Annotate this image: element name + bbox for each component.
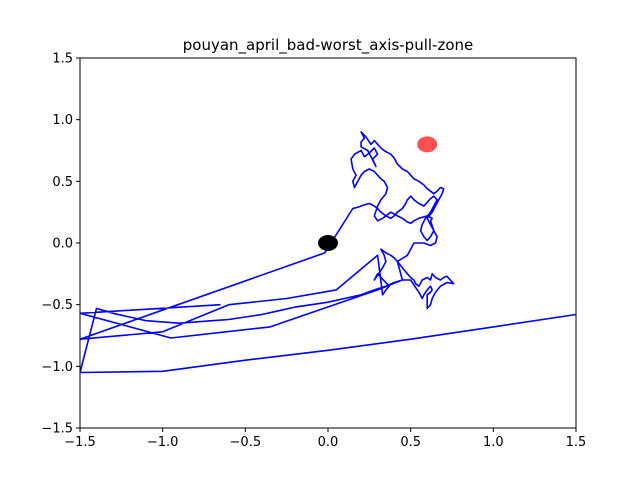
origin-marker	[318, 235, 338, 251]
x-tick-label: 1.0	[483, 435, 504, 450]
x-tick-label: −1.5	[64, 435, 96, 450]
y-tick-label: −1.0	[41, 360, 73, 375]
y-tick-label: 0.0	[52, 237, 73, 252]
x-tick-label: 0.5	[400, 435, 421, 450]
x-axis: −1.5 −1.0 −0.5 0.0 0.5 1.0 1.5	[64, 428, 586, 450]
series-layer	[80, 131, 576, 374]
y-tick-label: −1.5	[41, 422, 73, 437]
y-axis: −1.5 −1.0 −0.5 0.0 0.5 1.0 1.5	[41, 52, 80, 437]
marker-layer	[318, 136, 438, 251]
y-tick-label: 0.5	[52, 175, 73, 190]
x-tick-label: 0.0	[318, 435, 339, 450]
x-tick-label: 1.5	[566, 435, 587, 450]
chart-title: pouyan_april_bad-worst_axis-pull-zone	[183, 36, 473, 55]
x-tick-label: −0.5	[230, 435, 262, 450]
y-tick-label: 1.0	[52, 113, 73, 128]
y-tick-label: 1.5	[52, 52, 73, 67]
target-marker	[417, 136, 438, 153]
x-tick-label: −1.0	[147, 435, 179, 450]
series-line-0	[80, 131, 576, 374]
y-tick-label: −0.5	[41, 298, 73, 313]
